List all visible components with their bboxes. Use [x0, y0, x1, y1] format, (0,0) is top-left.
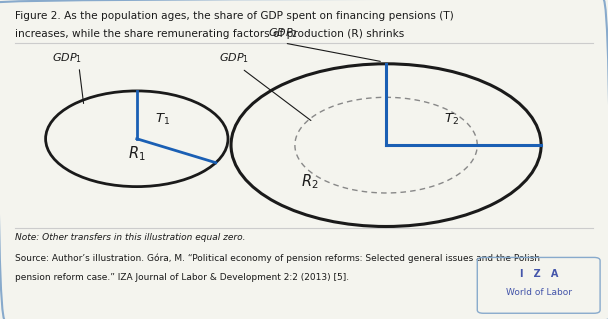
Text: I   Z   A: I Z A: [520, 269, 559, 278]
Text: $GDP_1$: $GDP_1$: [52, 52, 82, 65]
Text: World of Labor: World of Labor: [506, 288, 572, 297]
Text: Note: Other transfers in this illustration equal zero.: Note: Other transfers in this illustrati…: [15, 233, 246, 242]
Text: $T_1$: $T_1$: [155, 111, 170, 127]
Text: pension reform case.” IZA Journal of Labor & Development 2:2 (2013) [5].: pension reform case.” IZA Journal of Lab…: [15, 273, 350, 282]
Text: Figure 2. As the population ages, the share of GDP spent on financing pensions (: Figure 2. As the population ages, the sh…: [15, 11, 454, 21]
Text: $R_1$: $R_1$: [128, 145, 146, 163]
Text: increases, while the share remunerating factors of production (R) shrinks: increases, while the share remunerating …: [15, 29, 404, 39]
Text: Source: Author’s illustration. Góra, M. “Political economy of pension reforms: S: Source: Author’s illustration. Góra, M. …: [15, 254, 540, 263]
Text: $GDP_2$: $GDP_2$: [268, 26, 297, 40]
Text: $T_2$: $T_2$: [444, 111, 459, 127]
Text: $R_2$: $R_2$: [302, 173, 319, 191]
Text: $GDP_1$: $GDP_1$: [219, 52, 249, 65]
